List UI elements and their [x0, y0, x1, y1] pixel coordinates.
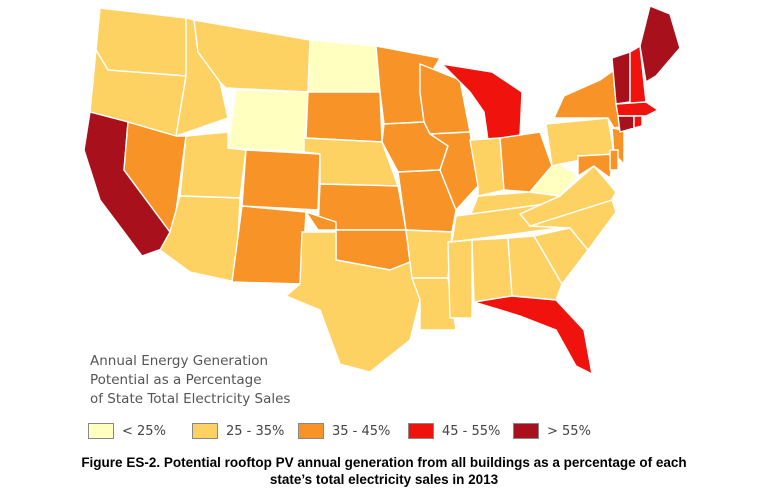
legend-label: < 25%: [122, 423, 166, 439]
state-ar: [405, 229, 453, 279]
legend-swatch: [88, 423, 114, 439]
state-de: [609, 149, 619, 171]
state-me: [639, 5, 681, 83]
state-wv: [529, 163, 579, 197]
legend-item-45-55: 45 - 55%: [408, 421, 500, 441]
legend-title-line: of State Total Electricity Sales: [90, 391, 291, 407]
state-ct: [617, 115, 635, 133]
state-wy: [227, 89, 309, 153]
state-mo: [397, 169, 457, 233]
state-sd: [305, 91, 383, 143]
state-vt: [611, 51, 631, 105]
state-md: [577, 153, 615, 179]
legend: < 25% 25 - 35% 35 - 45% 45 - 55% > 55%: [88, 421, 708, 441]
state-az: [159, 195, 241, 283]
state-co: [241, 149, 321, 211]
legend-label: 35 - 45%: [332, 423, 391, 439]
legend-label: 25 - 35%: [226, 423, 285, 439]
legend-title: Annual Energy Generation Potential as a …: [90, 352, 390, 409]
state-il: [429, 131, 479, 211]
state-ga: [507, 235, 563, 301]
legend-item-gt55: > 55%: [513, 421, 591, 441]
state-fl: [473, 295, 593, 375]
legend-title-line: Potential as a Percentage: [90, 372, 262, 388]
legend-label: > 55%: [547, 423, 591, 439]
state-al: [471, 237, 513, 303]
legend-swatch: [192, 423, 218, 439]
legend-swatch: [513, 423, 539, 439]
state-nm: [231, 205, 307, 285]
state-nd: [307, 39, 381, 93]
caption-line: Figure ES-2. Potential rooftop PV annual…: [81, 455, 687, 470]
us-states-map: [83, 5, 681, 375]
legend-item-35-45: 35 - 45%: [298, 421, 390, 441]
legend-swatch: [408, 423, 434, 439]
legend-item-25-35: 25 - 35%: [192, 421, 284, 441]
caption-line: state’s total electricity sales in 2013: [269, 472, 499, 487]
legend-item-lt25: < 25%: [88, 421, 166, 441]
legend-label: 45 - 55%: [442, 423, 501, 439]
state-ri: [633, 115, 643, 129]
legend-swatch: [298, 423, 324, 439]
figure-caption: Figure ES-2. Potential rooftop PV annual…: [0, 454, 768, 488]
state-in: [469, 137, 505, 197]
legend-title-line: Annual Energy Generation: [90, 353, 269, 369]
state-tx: [285, 231, 421, 373]
states-layer: [83, 5, 681, 375]
state-ma: [615, 101, 659, 117]
state-ms: [447, 239, 473, 319]
state-la: [411, 277, 457, 331]
state-wa: [95, 7, 187, 77]
